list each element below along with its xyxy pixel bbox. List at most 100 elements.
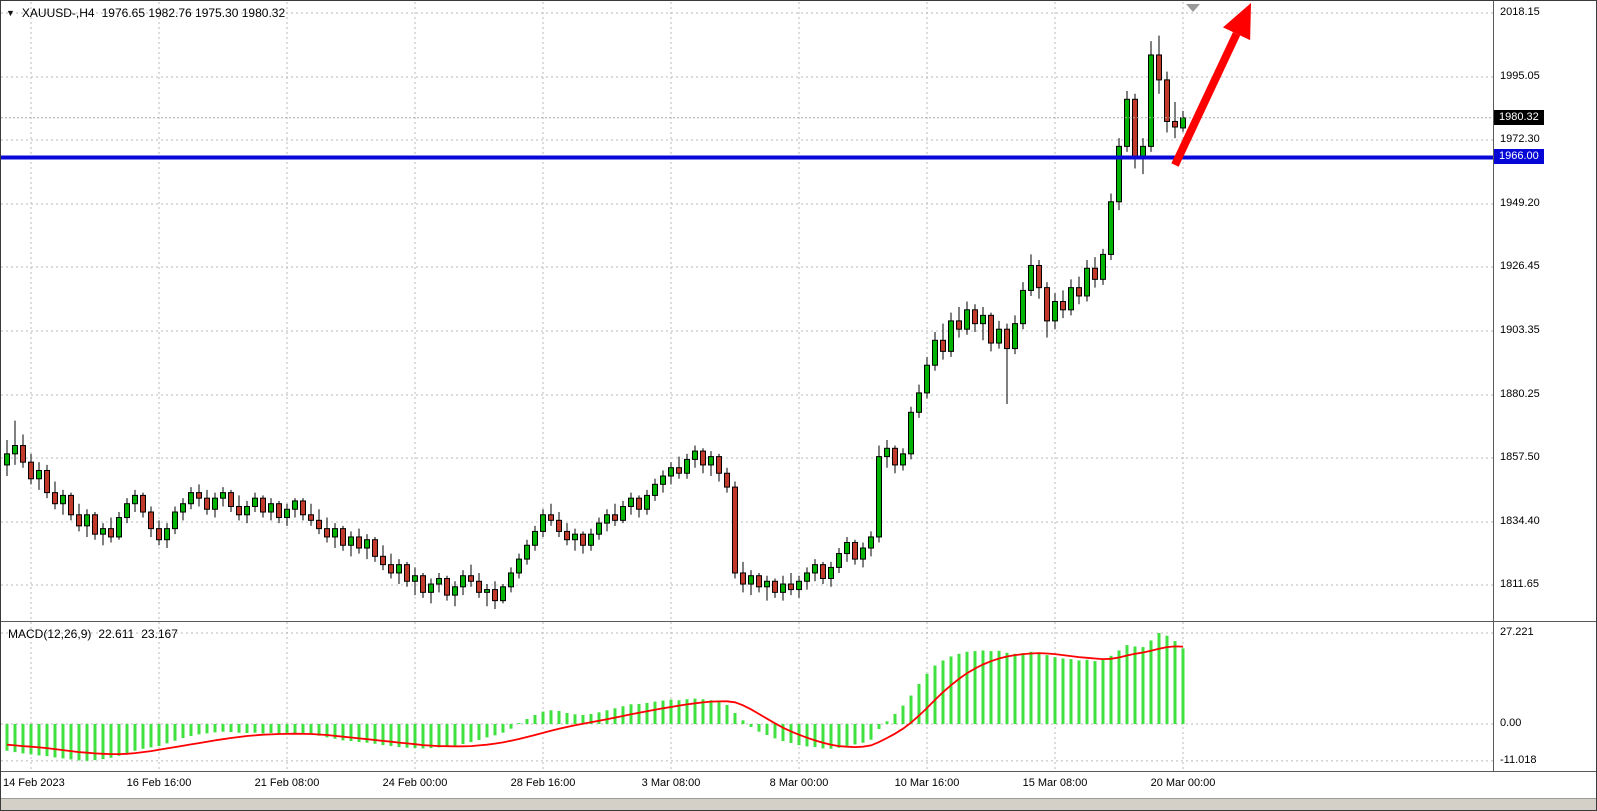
bear-candle (564, 530, 570, 541)
macd-histogram-bar (133, 724, 137, 751)
bear-candle (388, 564, 394, 574)
bull-candle (516, 558, 522, 574)
macd-histogram-bar (1173, 641, 1177, 724)
bear-candle (1172, 120, 1178, 128)
macd-histogram-bar (53, 724, 57, 758)
chart-shift-marker[interactable] (1186, 4, 1200, 12)
time-axis-label: 8 Mar 00:00 (769, 777, 829, 789)
bull-candle (460, 575, 466, 588)
macd-histogram-bar (1149, 640, 1153, 724)
bull-candle (692, 450, 698, 460)
bear-candle (756, 575, 762, 588)
bull-candle (924, 364, 930, 394)
macd-histogram-bar (557, 710, 561, 724)
trend-arrow-head[interactable] (1222, 3, 1251, 41)
bear-candle (44, 469, 50, 494)
price-axis-label: 1834.40 (1500, 514, 1540, 527)
bear-candle (972, 309, 978, 325)
macd-histogram-bar (589, 713, 593, 724)
bear-candle (1060, 300, 1066, 311)
time-axis[interactable]: 14 Feb 2023 16 Feb 16:00 21 Feb 08:00 24 Fe… (1, 771, 1493, 798)
bear-candle (52, 492, 58, 505)
macd-histogram-bar (117, 724, 121, 756)
macd-histogram-bar (293, 724, 297, 734)
bear-candle (1132, 98, 1138, 158)
bear-candle (1044, 287, 1050, 322)
macd-histogram-bar (845, 724, 849, 746)
macd-histogram-bar (1053, 657, 1057, 724)
macd-histogram-bar (493, 724, 497, 736)
bear-candle (20, 445, 26, 463)
bear-candle (492, 589, 498, 602)
time-axis-label: 24 Feb 00:00 (382, 777, 448, 789)
macd-histogram-bar (1133, 646, 1137, 724)
macd-histogram-bar (341, 724, 345, 741)
bull-candle (868, 536, 874, 549)
macd-histogram-bar (893, 713, 897, 724)
price-axis[interactable]: 2018.15 1995.05 1972.30 1949.20 1926.45 1903.… (1493, 1, 1596, 771)
bear-candle (716, 456, 722, 474)
macd-histogram-bar (5, 724, 9, 751)
bear-candle (940, 339, 946, 352)
bull-candle (932, 339, 938, 366)
price-axis-label: 1926.45 (1500, 260, 1540, 272)
macd-histogram-bar (853, 724, 857, 745)
macd-histogram-bar (733, 712, 737, 724)
bull-candle (708, 456, 714, 466)
bull-candle (188, 492, 194, 505)
macd-histogram-bar (429, 724, 433, 749)
bull-candle (1116, 145, 1122, 203)
bull-candle (1100, 253, 1106, 280)
bull-candle (668, 467, 674, 477)
macd-histogram-bar (765, 724, 769, 736)
macd-histogram-bar (837, 724, 841, 748)
bear-candle (476, 580, 482, 593)
time-axis-label: 3 Mar 08:00 (641, 777, 701, 789)
bull-candle (844, 541, 850, 555)
macd-histogram-bar (605, 710, 609, 724)
macd-histogram-bar (509, 724, 513, 729)
bear-candle (1164, 79, 1170, 122)
macd-histogram-bar (1101, 659, 1105, 724)
price-axis-label: 1857.50 (1500, 451, 1540, 463)
macd-histogram-bar (773, 724, 777, 739)
bull-candle (884, 447, 890, 458)
bull-candle (348, 536, 354, 546)
bull-candle (1020, 289, 1026, 325)
macd-histogram-bar (197, 724, 201, 735)
macd-histogram-bar (565, 712, 569, 724)
macd-histogram-bar (997, 650, 1001, 724)
macd-histogram-bar (461, 724, 465, 745)
trend-arrow-shaft[interactable] (1171, 32, 1241, 167)
bull-candle (684, 458, 690, 474)
macd-histogram-bar (325, 724, 329, 738)
bottom-scrollbar[interactable] (1, 798, 1596, 810)
symbol-dropdown-icon[interactable]: ▼ (6, 7, 15, 18)
bull-candle (284, 508, 290, 519)
bear-candle (276, 503, 282, 519)
macd-histogram-bar (205, 724, 209, 734)
bull-candle (12, 445, 18, 455)
macd-histogram-bar (469, 724, 473, 743)
bid-price-text: 1980.32 (1499, 110, 1539, 123)
bear-candle (548, 514, 554, 521)
macd-histogram-bar (405, 724, 409, 748)
macd-histogram-bar (61, 724, 65, 759)
bull-candle (508, 572, 514, 588)
macd-indicator-label: MACD(12,26,9) 22.611 23.167 (8, 627, 178, 641)
macd-histogram-bar (317, 724, 321, 736)
bull-candle (212, 497, 218, 510)
bear-candle (676, 467, 682, 474)
bear-candle (308, 514, 314, 521)
bull-candle (996, 328, 1002, 344)
macd-axis-label: 27.221 (1500, 626, 1534, 638)
bear-candle (300, 500, 306, 516)
time-axis-label: 20 Mar 00:00 (1150, 777, 1216, 789)
bull-candle (828, 566, 834, 579)
time-axis-label: 21 Feb 08:00 (254, 777, 320, 789)
bull-candle (292, 500, 298, 510)
macd-histogram-bar (877, 724, 881, 730)
bull-candle (428, 583, 434, 593)
bull-candle (652, 483, 658, 496)
